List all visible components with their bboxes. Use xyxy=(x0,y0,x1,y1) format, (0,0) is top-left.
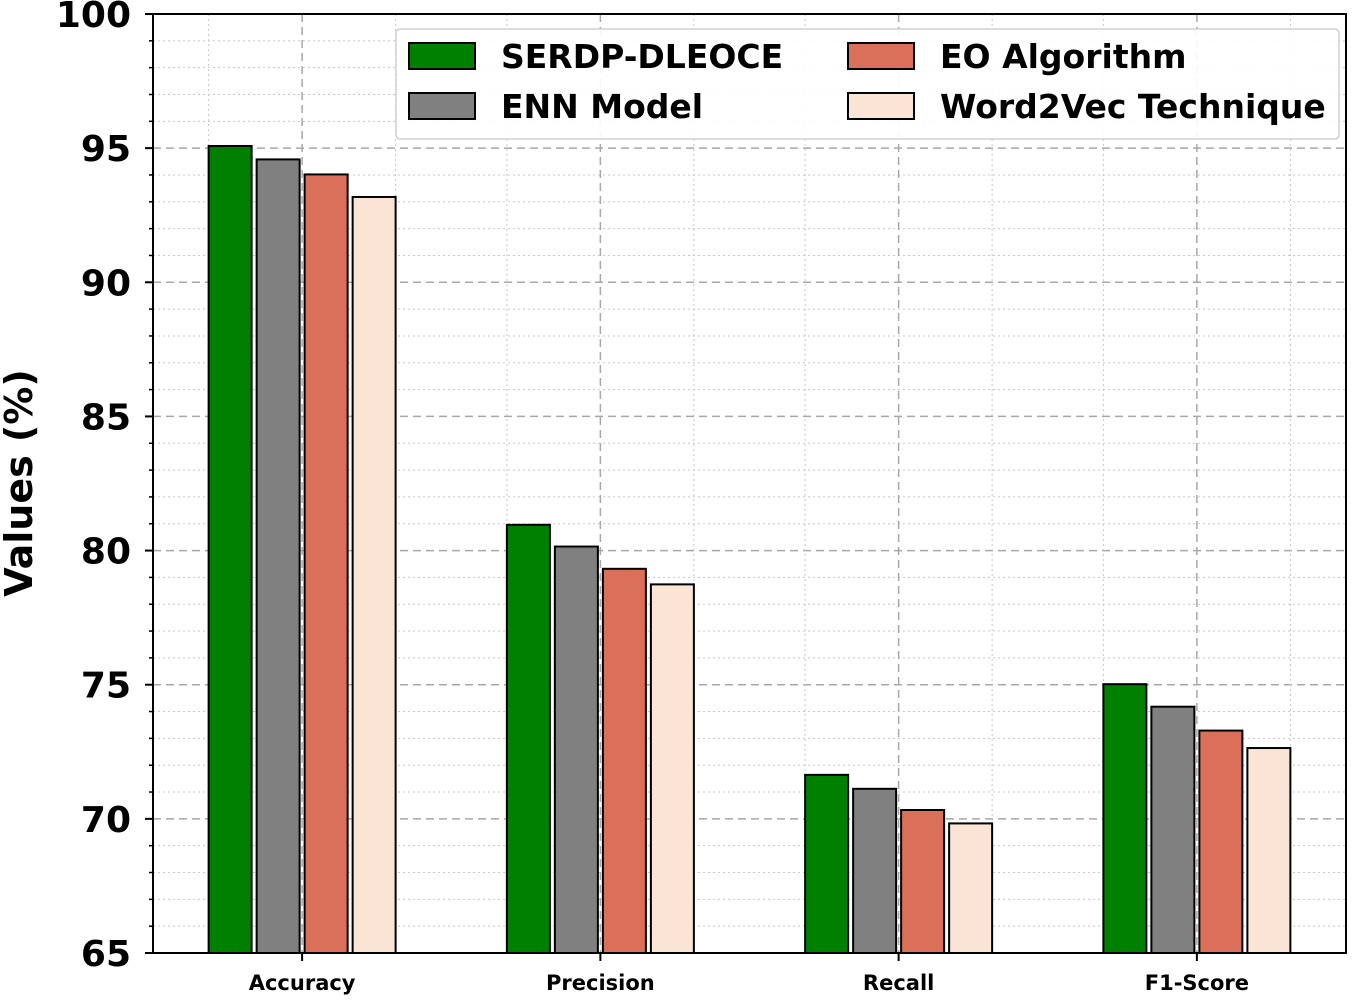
bar-word2vec-technique-f1-score xyxy=(1246,747,1292,955)
y-tick-label: 100 xyxy=(56,0,131,36)
bar-word2vec-technique-recall xyxy=(948,822,994,955)
bar-enn-model-recall xyxy=(852,787,898,954)
y-tick-label: 80 xyxy=(81,532,131,573)
x-tick-label: Accuracy xyxy=(249,971,356,995)
x-tick-label: Precision xyxy=(546,971,655,995)
legend-swatch xyxy=(847,42,915,70)
bar-serdp-dleoce-recall xyxy=(804,773,850,954)
legend: SERDP-DLEOCE ENN Model EO Algorithm Word2Ve… xyxy=(395,28,1340,140)
x-tick-label: Recall xyxy=(863,971,934,995)
bar-word2vec-technique-accuracy xyxy=(351,195,397,954)
y-tick-label: 85 xyxy=(81,397,131,438)
legend-label: EO Algorithm xyxy=(940,37,1186,76)
y-tick-label: 75 xyxy=(81,666,131,707)
bar-eo-algorithm-f1-score xyxy=(1198,729,1244,954)
plot-frame xyxy=(152,13,1347,954)
bar-serdp-dleoce-precision xyxy=(505,523,551,954)
y-tick-label: 90 xyxy=(81,263,131,304)
y-tick-label: 65 xyxy=(81,934,131,975)
legend-label: SERDP-DLEOCE xyxy=(501,37,783,76)
y-tick-label: 95 xyxy=(81,129,131,170)
bar-serdp-dleoce-f1-score xyxy=(1102,683,1148,955)
bar-enn-model-precision xyxy=(553,545,599,954)
bar-serdp-dleoce-accuracy xyxy=(207,144,253,954)
bars xyxy=(207,144,1292,955)
legend-label: Word2Vec Technique xyxy=(940,87,1326,126)
bar-eo-algorithm-accuracy xyxy=(303,173,349,954)
y-tick-label: 70 xyxy=(81,800,131,841)
bar-enn-model-f1-score xyxy=(1150,705,1196,954)
legend-swatch xyxy=(408,92,476,120)
x-tick-label: F1-Score xyxy=(1145,971,1249,995)
legend-swatch xyxy=(847,92,915,120)
legend-label: ENN Model xyxy=(501,87,703,126)
bar-eo-algorithm-recall xyxy=(900,809,946,955)
y-axis-label: Values (%) xyxy=(0,369,41,596)
legend-box xyxy=(395,28,1340,140)
bar-enn-model-accuracy xyxy=(255,158,301,955)
bar-word2vec-technique-precision xyxy=(649,583,695,954)
legend-swatch xyxy=(408,42,476,70)
bar-eo-algorithm-precision xyxy=(601,567,647,955)
